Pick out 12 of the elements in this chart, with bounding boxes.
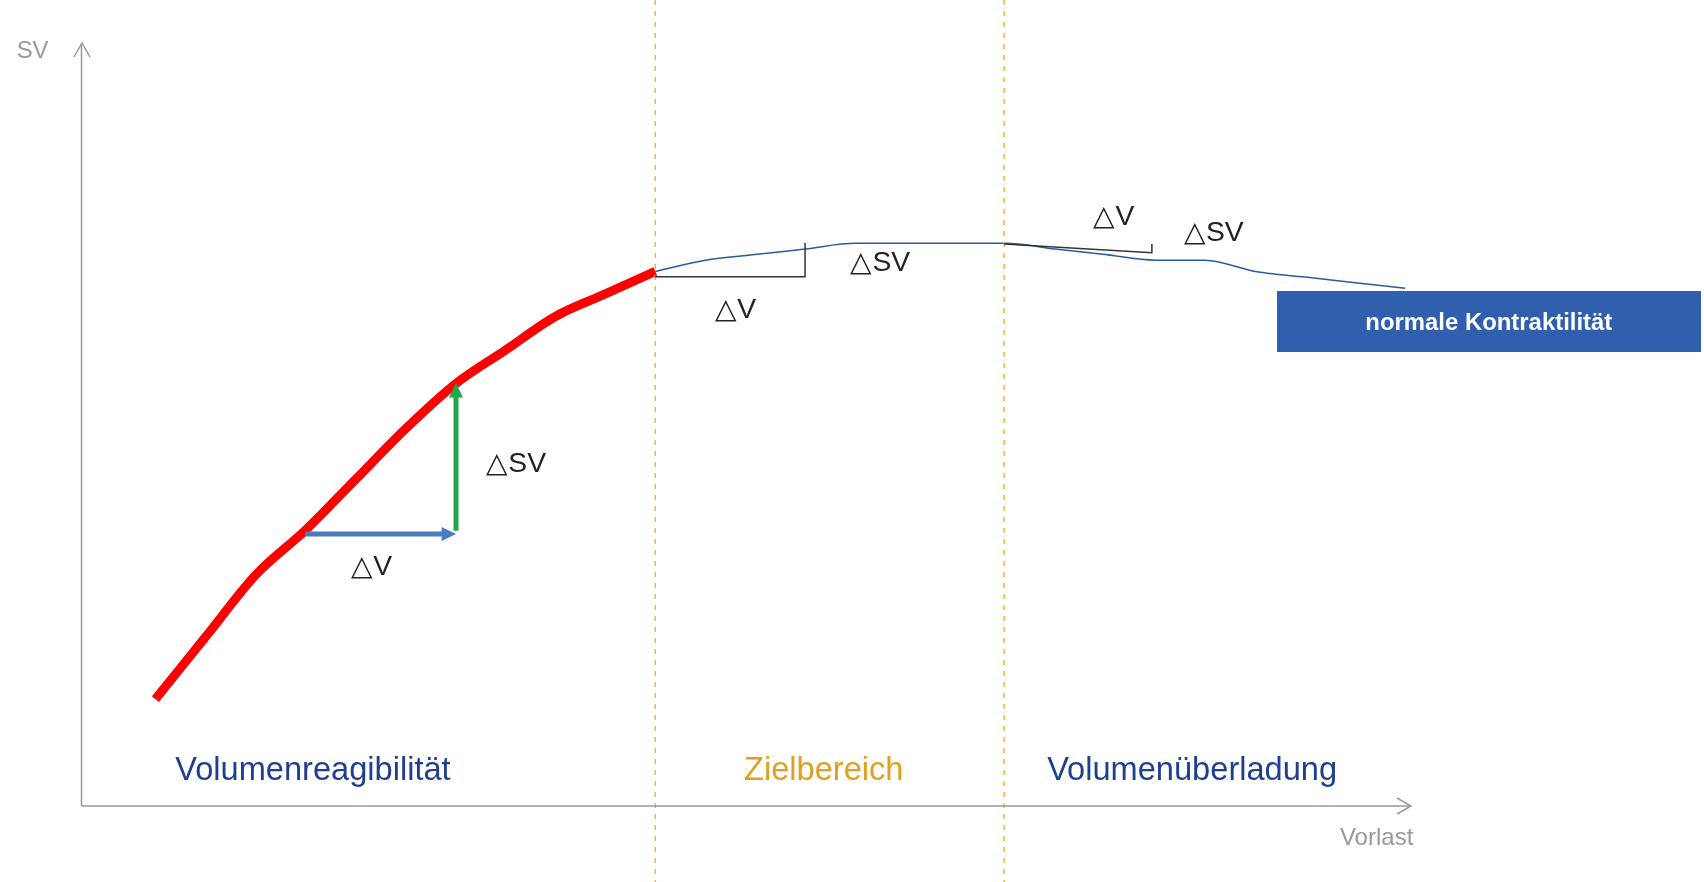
annotation: normale Kontraktilität bbox=[1365, 307, 1613, 336]
text: △V bbox=[1093, 198, 1135, 232]
x-axis-title: Vorlast bbox=[1339, 822, 1414, 851]
annotation: △V bbox=[351, 548, 393, 582]
annotation: △SV bbox=[1184, 214, 1244, 248]
annotation: △V bbox=[715, 291, 757, 325]
annotation: △SV bbox=[486, 445, 547, 479]
annotation: Volumenüberladung bbox=[1047, 750, 1338, 789]
annotation: △SV bbox=[850, 244, 911, 278]
annotation: Zielbereich bbox=[744, 750, 904, 789]
annotation: Volumenreagibilität bbox=[175, 750, 451, 789]
text: SV bbox=[16, 35, 49, 64]
